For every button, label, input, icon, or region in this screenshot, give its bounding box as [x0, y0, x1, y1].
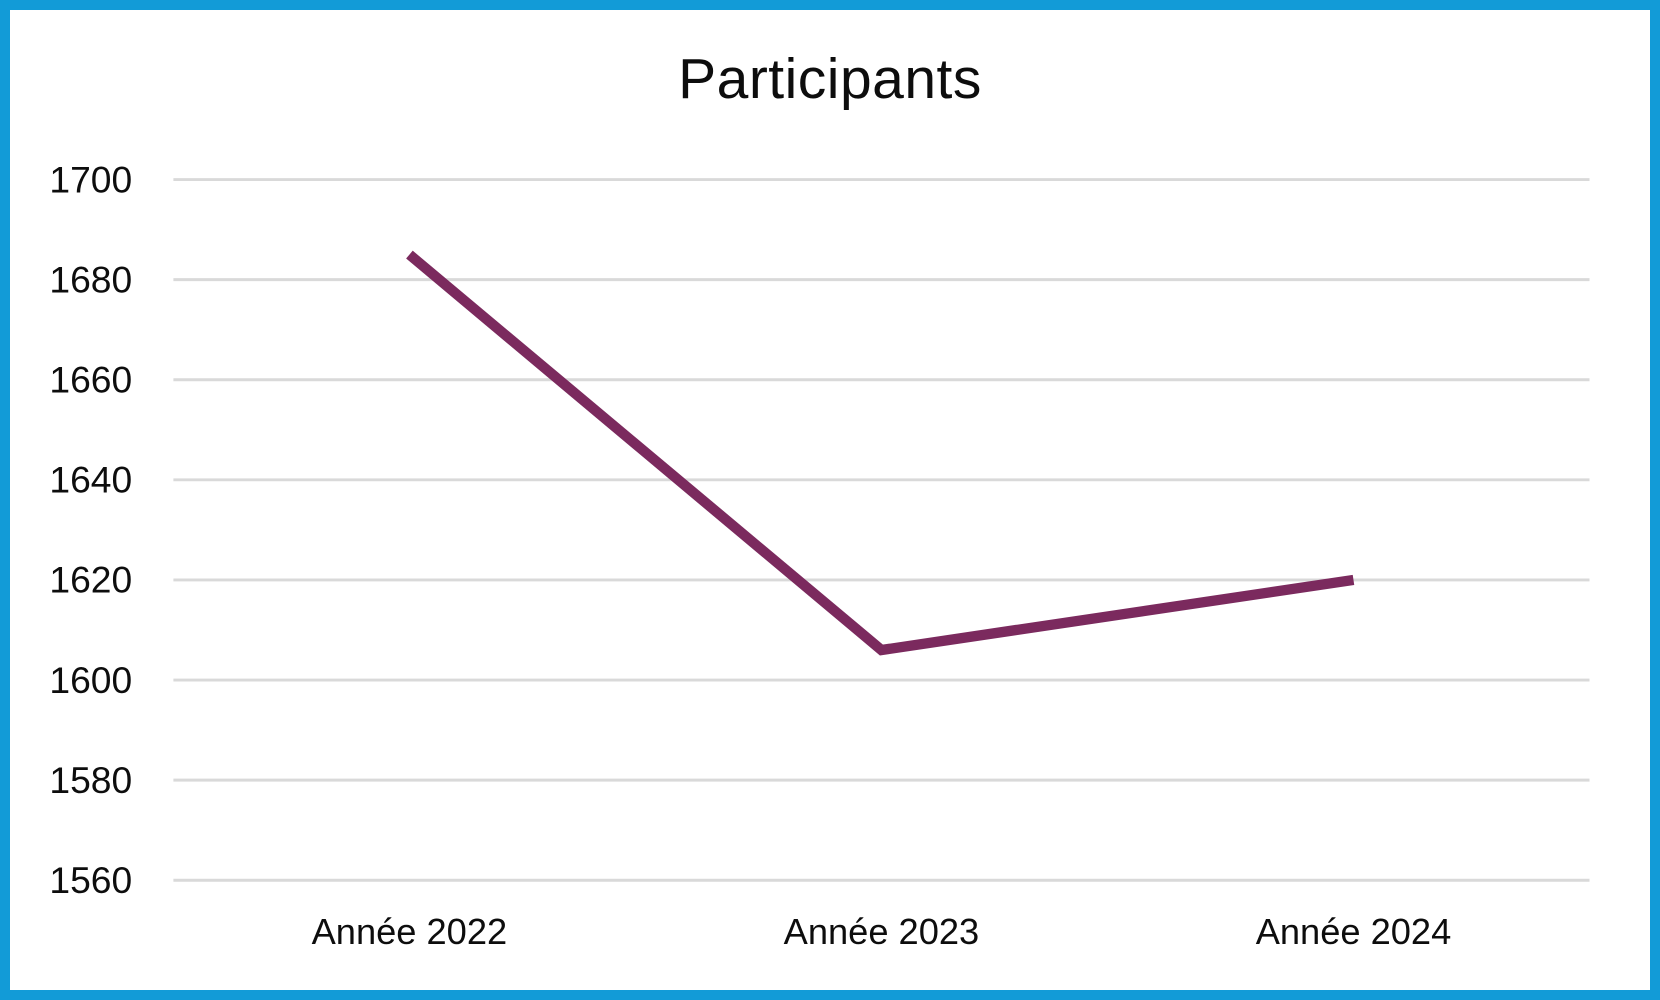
gridlines-group	[173, 178, 1590, 882]
x-axis-labels-group: Année 2022 Année 2023 Année 2024	[312, 911, 1452, 952]
x-axis-category-label: Année 2022	[312, 911, 508, 952]
series-line-participants	[406, 250, 1355, 656]
y-axis-tick-label: 1680	[49, 258, 132, 300]
chart-title: Participants	[678, 47, 982, 111]
y-axis-tick-label: 1600	[49, 659, 132, 701]
y-axis-tick-label: 1620	[49, 559, 132, 601]
y-axis-labels-group: 1560 1580 1600 1620 1640 1660 1680 1700	[49, 158, 132, 901]
x-axis-category-label: Année 2023	[784, 911, 980, 952]
y-axis-tick-label: 1660	[49, 358, 132, 400]
series-group	[406, 250, 1355, 656]
y-axis-tick-label: 1700	[49, 158, 132, 200]
y-axis-tick-label: 1560	[49, 859, 132, 901]
y-axis-tick-label: 1640	[49, 459, 132, 501]
participants-line-chart: 1560 1580 1600 1620 1640 1660 1680 1700 Année 2…	[49, 158, 1590, 952]
y-axis-tick-label: 1580	[49, 759, 132, 801]
x-axis-category-label: Année 2024	[1256, 911, 1452, 952]
